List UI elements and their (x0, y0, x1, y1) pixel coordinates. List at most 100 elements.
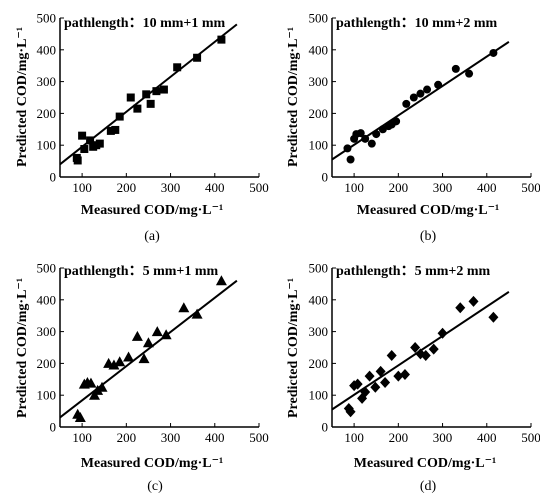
panel-b-data-point (451, 64, 460, 73)
panel-a-data-point (146, 99, 155, 108)
panel-d-xlabel: Measured COD/mg·L⁻¹ (354, 456, 496, 471)
panel-a-data-point (80, 145, 89, 154)
panel-a-y-tick-label: 400 (37, 42, 57, 57)
panel-c-y-tick-label: 300 (37, 324, 57, 339)
panel-c-data-point (138, 353, 150, 364)
panel-b-data-point (409, 93, 418, 102)
panel-a-data-point (142, 90, 151, 99)
panel-b-annotation: pathlength：10 mm+2 mm (336, 16, 498, 31)
panel-b-data-point (367, 139, 376, 148)
panel-a-data-point (173, 63, 182, 72)
panel-c-x-tick-label: 100 (72, 430, 92, 445)
panel-b: pathlength：10 mm+2 mm Measured COD/mg·L⁻… (286, 11, 540, 245)
panel-c-ylabel: Predicted COD/mg·L⁻¹ (15, 278, 30, 418)
panel-d-y-tick-label: 200 (309, 356, 329, 371)
panel-d-annotation: pathlength：5 mm+2 mm (336, 264, 491, 279)
panel-a-data-point (78, 131, 87, 140)
panel-d-data-point (399, 369, 410, 381)
panel-d-data-point (428, 343, 439, 355)
panel-b-data-point (372, 130, 381, 139)
panel-d-x-tick-label: 400 (477, 430, 497, 445)
panel-d-data-point (352, 378, 363, 390)
panel-d-data-point (375, 365, 386, 377)
panel-a-data-point (111, 125, 120, 134)
panel-c-data-point (160, 329, 172, 340)
panel-d-data-point (455, 302, 466, 314)
panel-d-data-point (386, 349, 397, 361)
panel-c-data-point (96, 381, 108, 392)
panel-a: pathlength：10 mm+1 mm Measured COD/mg·L⁻… (15, 11, 269, 245)
panel-d-data-point (488, 311, 499, 323)
panel-c-annotation: pathlength：5 mm+1 mm (64, 264, 219, 279)
panel-a-x-tick-label: 100 (72, 180, 92, 195)
panel-d-y-tick-label: 500 (309, 261, 329, 276)
panel-d-x-tick-label: 200 (389, 430, 409, 445)
panel-d-data-point (410, 342, 421, 353)
panel-c-data-point (123, 351, 135, 362)
panel-a-x-tick-label: 200 (117, 180, 137, 195)
panel-d-x-tick-label: 500 (521, 430, 540, 445)
panel-a-y-tick-label: 0 (50, 170, 57, 185)
panel-c-x-tick-label: 400 (205, 430, 225, 445)
panel-c-data-point (142, 337, 154, 348)
panel-c-y-tick-label: 100 (37, 388, 57, 403)
panel-b-data-point (356, 129, 365, 138)
panel-c-data-point (85, 377, 97, 388)
panel-d-data-point (468, 295, 479, 307)
panel-b-y-tick-label: 0 (322, 170, 329, 185)
panel-a-data-point (152, 87, 161, 96)
panel-a-x-tick-label: 300 (161, 180, 181, 195)
panel-c-y-tick-label: 500 (37, 261, 57, 276)
panel-a-y-tick-label: 100 (37, 138, 57, 153)
panel-c-y-tick-label: 400 (37, 292, 57, 307)
panel-a-data-point (133, 104, 142, 113)
panel-a-data-point (95, 139, 104, 148)
panel-d-data-point (364, 370, 375, 382)
panel-d-data-point (437, 327, 448, 339)
panel-b-label: (b) (420, 229, 437, 244)
panel-b-ylabel: Predicted COD/mg·L⁻¹ (286, 27, 301, 167)
panel-d: pathlength：5 mm+2 mm Measured COD/mg·L⁻¹… (286, 261, 540, 493)
panel-b-data-point (434, 80, 443, 89)
panel-d-ylabel: Predicted COD/mg·L⁻¹ (286, 278, 301, 418)
panel-d-data-point (380, 376, 391, 388)
panel-b-x-tick-label: 100 (344, 180, 364, 195)
panel-b-y-tick-label: 200 (309, 106, 329, 121)
panel-a-data-point (106, 126, 115, 135)
panel-b-data-point (416, 89, 425, 98)
panel-c-x-tick-label: 200 (117, 430, 137, 445)
panel-a-y-tick-label: 500 (37, 11, 57, 26)
panel-b-y-tick-label: 100 (309, 138, 329, 153)
panel-b-y-tick-label: 400 (309, 42, 329, 57)
panel-d-data-point (360, 386, 371, 398)
panel-c-data-point (131, 330, 143, 341)
panel-a-data-point (193, 53, 202, 62)
panel-b-x-tick-label: 200 (389, 180, 409, 195)
panel-d-x-tick-label: 300 (433, 430, 453, 445)
panel-c-y-tick-label: 0 (50, 420, 57, 435)
panel-b-x-tick-label: 300 (433, 180, 453, 195)
panel-c-y-tick-label: 200 (37, 356, 57, 371)
panel-d-x-tick-label: 100 (344, 430, 364, 445)
panel-a-x-tick-label: 400 (205, 180, 225, 195)
panel-b-x-tick-label: 400 (477, 180, 497, 195)
panel-a-data-point (115, 112, 124, 121)
panel-a-y-tick-label: 200 (37, 106, 57, 121)
panel-a-xlabel: Measured COD/mg·L⁻¹ (81, 203, 223, 218)
panel-b-x-tick-label: 500 (521, 180, 540, 195)
panel-c-x-tick-label: 300 (161, 430, 181, 445)
panel-c-data-point (215, 275, 227, 286)
panel-a-ylabel: Predicted COD/mg·L⁻¹ (15, 27, 30, 167)
panel-b-xlabel: Measured COD/mg·L⁻¹ (357, 203, 499, 218)
panel-c: pathlength：5 mm+1 mm Measured COD/mg·L⁻¹… (15, 261, 269, 493)
panel-c-xlabel: Measured COD/mg·L⁻¹ (81, 456, 223, 471)
panel-c-data-point (191, 308, 203, 319)
panel-c-label: (c) (147, 479, 163, 493)
panel-d-data-point (420, 349, 431, 361)
panel-a-y-tick-label: 300 (37, 74, 57, 89)
panel-b-data-point (489, 48, 498, 57)
panel-d-data-point (370, 381, 381, 393)
panel-c-data-point (151, 326, 163, 337)
panel-c-data-point (74, 411, 86, 422)
